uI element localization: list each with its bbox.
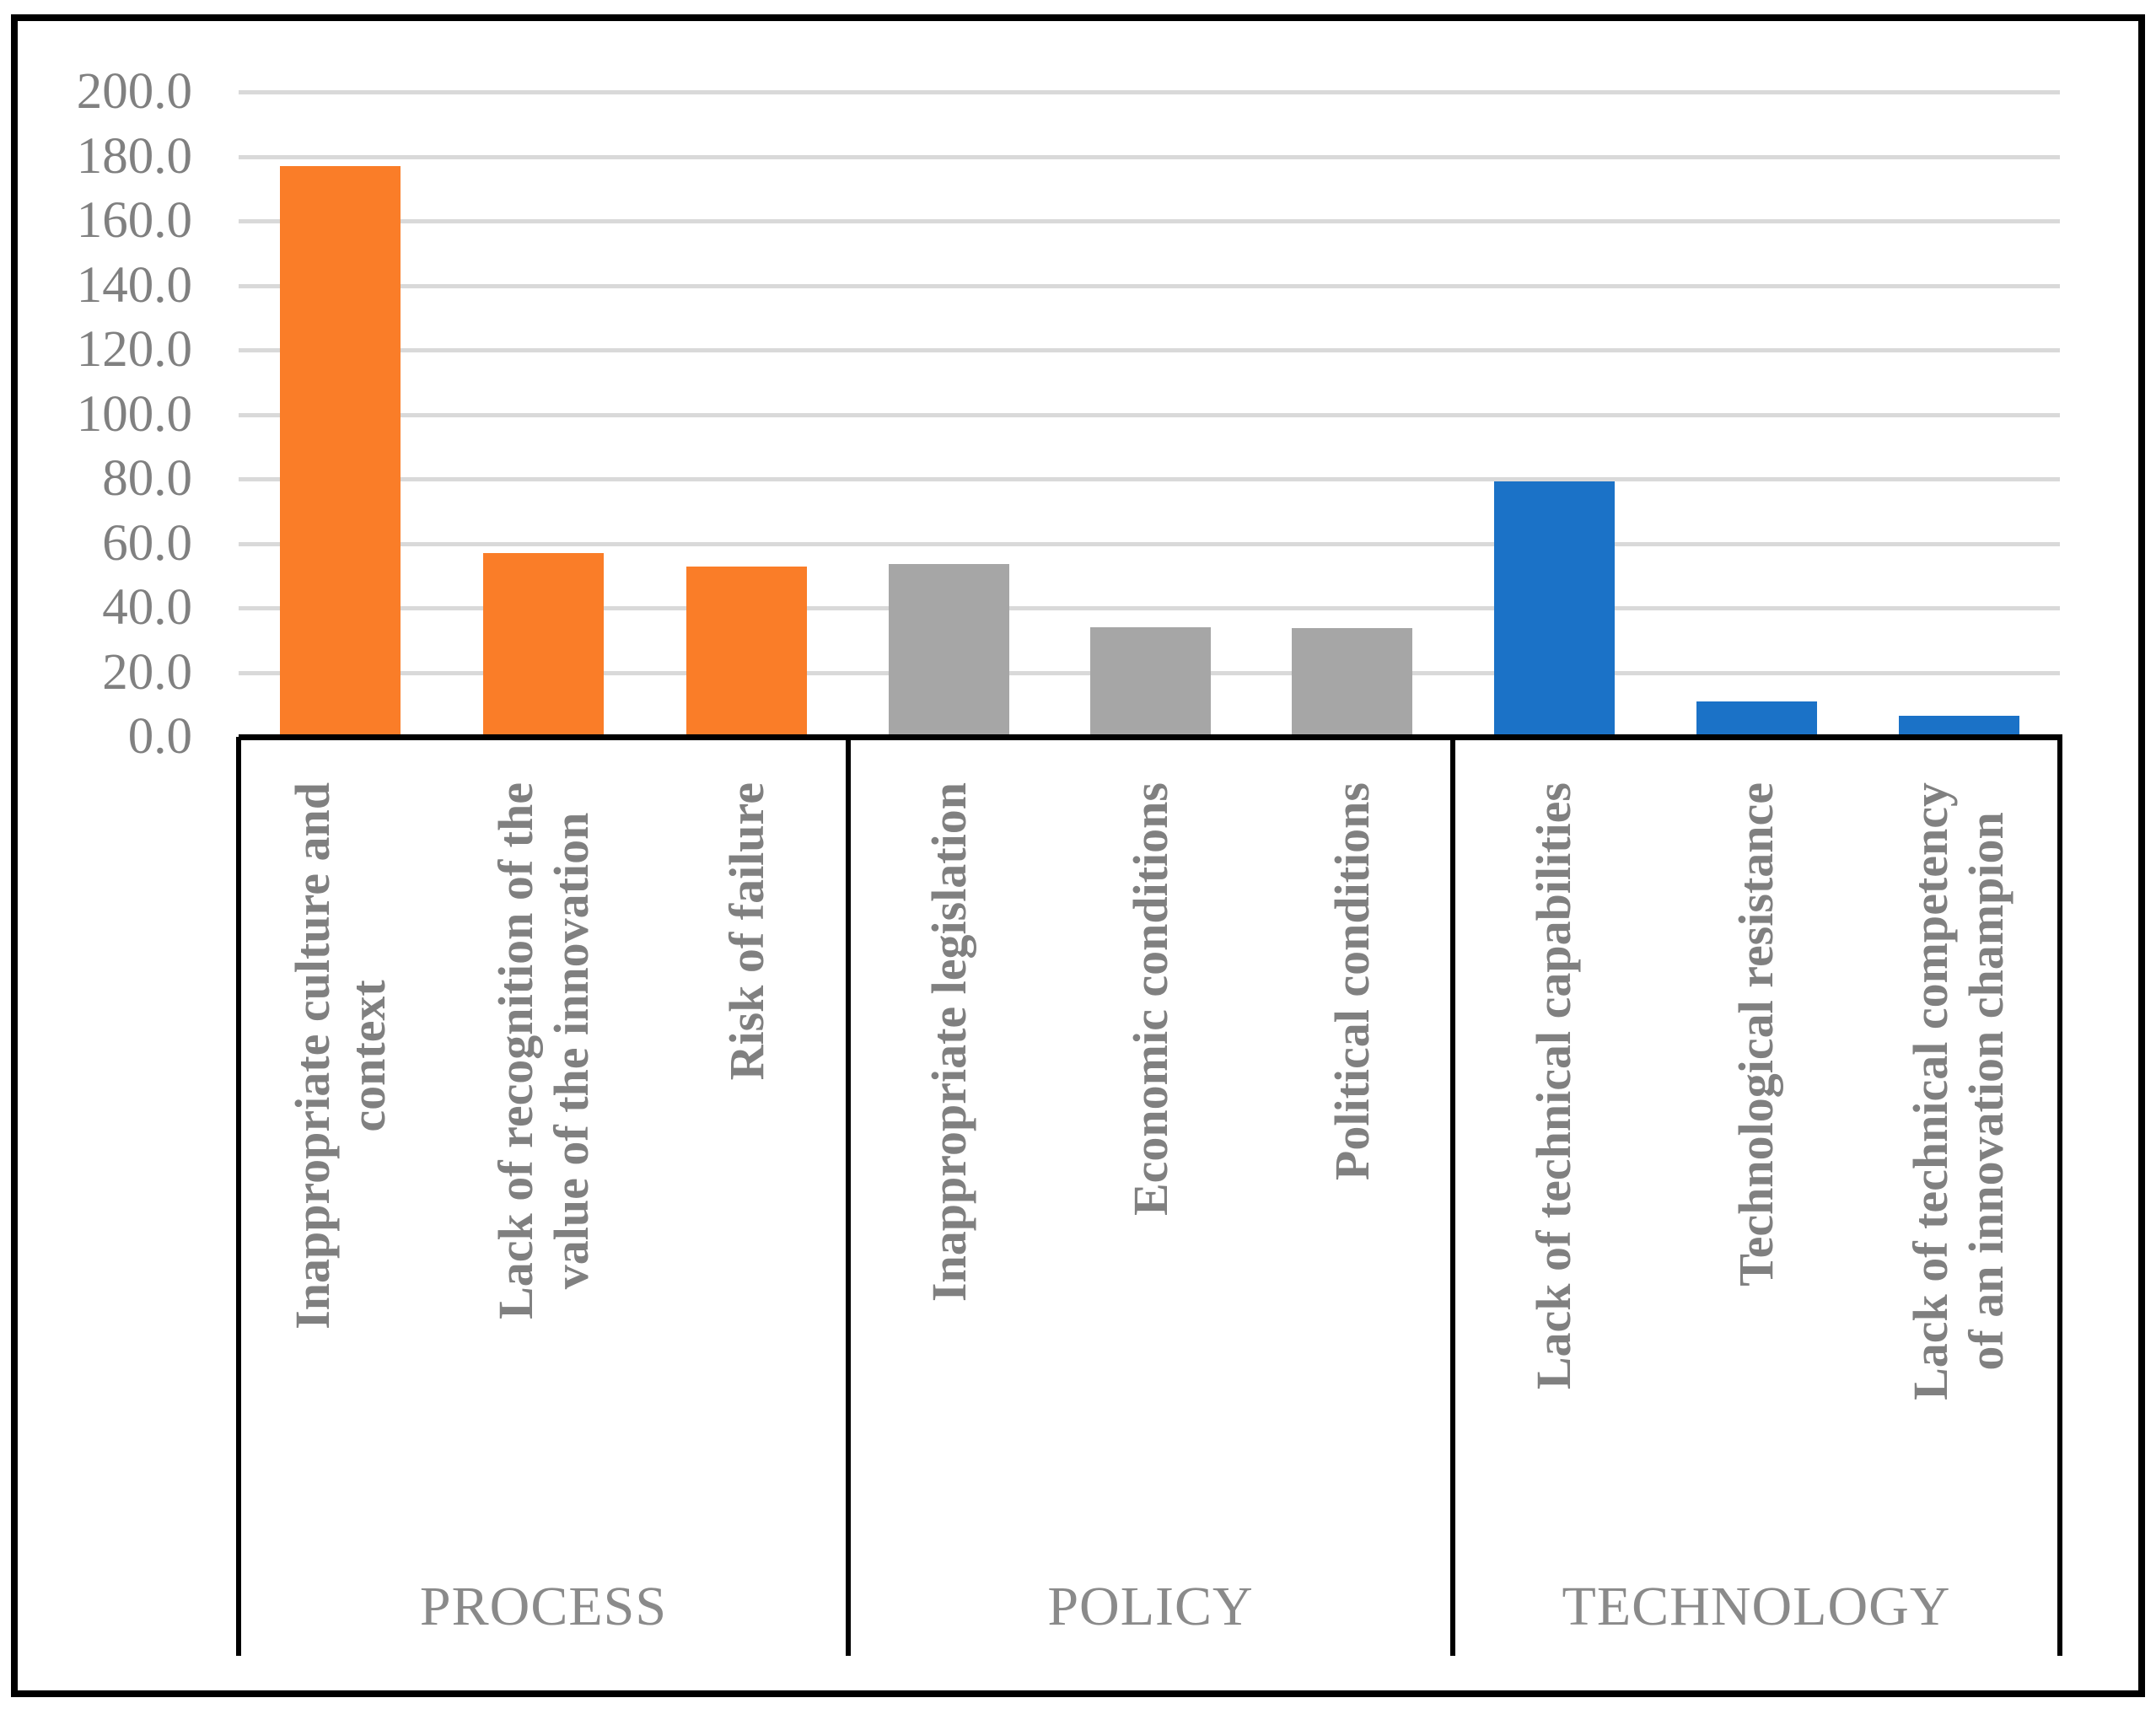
y-axis-tick-label: 20.0	[102, 643, 192, 701]
category-label: Lack of recognition of the value of the …	[487, 782, 599, 1319]
category-label: Lack of technical capabilities	[1526, 782, 1581, 1390]
y-axis-tick-label: 0.0	[127, 708, 192, 765]
y-gridline	[239, 283, 2060, 288]
y-axis-tick-label: 160.0	[76, 192, 192, 249]
y-gridline	[239, 541, 2060, 546]
category-label: Inappropriate culture and context	[284, 782, 395, 1330]
bar	[1493, 481, 1615, 737]
chart-outer-border	[11, 14, 2145, 1697]
y-axis-tick-label: 180.0	[76, 127, 192, 185]
y-axis-tick-label: 100.0	[76, 385, 192, 443]
category-label: Technological resistance	[1729, 782, 1783, 1287]
category-label: Political conditions	[1324, 782, 1379, 1181]
category-panel-divider	[846, 737, 851, 1656]
category-panel-divider	[236, 737, 241, 1656]
bar	[1696, 701, 1817, 737]
y-gridline	[239, 90, 2060, 94]
y-gridline	[239, 412, 2060, 417]
y-axis-tick-label: 80.0	[102, 450, 192, 507]
bar	[483, 552, 604, 737]
category-label: Lack of technical competency of an innov…	[1903, 782, 2014, 1400]
y-gridline	[239, 477, 2060, 481]
y-axis-tick-label: 40.0	[102, 579, 192, 636]
y-axis-tick-label: 200.0	[76, 63, 192, 120]
bar	[686, 567, 807, 737]
group-label: PROCESS	[419, 1576, 668, 1637]
y-axis-tick-label: 140.0	[76, 256, 192, 314]
category-panel-divider	[1450, 737, 1455, 1656]
category-label: Inappropriate legislation	[921, 782, 976, 1303]
y-gridline	[239, 348, 2060, 352]
x-axis-line	[239, 734, 2062, 740]
y-axis-tick-label: 120.0	[76, 321, 192, 378]
y-gridline	[239, 219, 2060, 223]
bar	[1090, 626, 1211, 737]
bar	[889, 563, 1009, 737]
category-label: Economic conditions	[1122, 782, 1178, 1216]
y-gridline	[239, 154, 2060, 159]
group-label: TECHNOLOGY	[1562, 1576, 1951, 1637]
bar	[1292, 627, 1412, 737]
group-label: POLICY	[1047, 1576, 1254, 1637]
category-panel-divider	[2057, 737, 2062, 1656]
category-label: Risk of failure	[718, 782, 774, 1081]
y-axis-tick-label: 60.0	[102, 514, 192, 572]
y-gridline	[239, 606, 2060, 610]
bar	[280, 165, 401, 737]
bar	[1898, 715, 2019, 737]
